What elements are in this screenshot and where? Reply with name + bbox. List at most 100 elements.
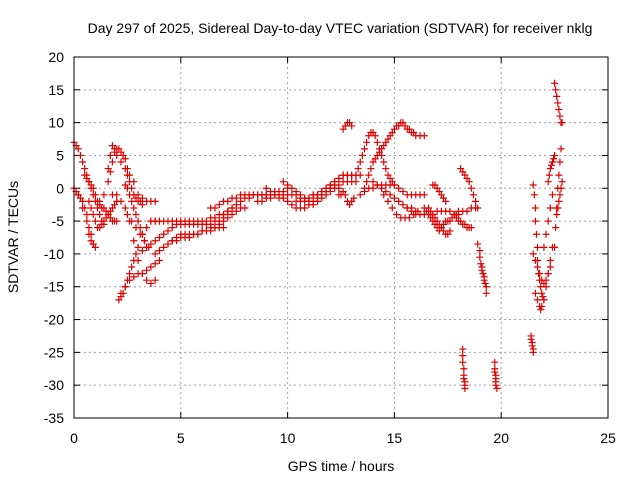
data-point	[420, 191, 428, 199]
data-point	[529, 250, 537, 258]
data-point	[371, 132, 379, 140]
data-point	[545, 171, 553, 179]
data-point	[215, 220, 223, 228]
data-point	[369, 184, 377, 192]
data-point	[168, 224, 176, 232]
data-point	[74, 145, 82, 153]
data-point	[111, 145, 119, 153]
data-point	[121, 165, 129, 173]
data-point	[548, 158, 556, 166]
data-point	[467, 184, 475, 192]
data-point	[126, 270, 134, 278]
data-point	[130, 204, 138, 212]
data-point	[540, 296, 548, 304]
data-point	[160, 230, 168, 238]
data-point	[478, 266, 486, 274]
data-point	[476, 247, 484, 255]
data-point	[83, 217, 91, 225]
data-point	[130, 273, 138, 281]
series-track-o	[134, 191, 159, 205]
data-point	[341, 191, 349, 199]
data-point	[463, 207, 471, 215]
data-point	[155, 247, 163, 255]
series-track-y	[326, 178, 360, 192]
data-point	[106, 151, 114, 159]
data-point	[390, 181, 398, 189]
data-point	[360, 145, 368, 153]
data-point	[529, 181, 537, 189]
data-point	[382, 165, 390, 173]
y-tick-label: -10	[44, 246, 64, 262]
data-point	[305, 194, 313, 202]
data-point	[147, 279, 155, 287]
data-point	[554, 99, 562, 107]
data-point	[151, 276, 159, 284]
data-point	[117, 197, 125, 205]
data-point	[542, 230, 550, 238]
data-point	[130, 256, 138, 264]
data-point	[138, 270, 146, 278]
data-point	[121, 283, 129, 291]
data-point	[132, 211, 140, 219]
series-track-aj	[429, 181, 450, 205]
data-point	[267, 194, 275, 202]
data-point	[147, 240, 155, 248]
y-tick-label: 0	[56, 180, 64, 196]
data-point	[155, 234, 163, 241]
data-point	[544, 178, 552, 186]
data-point	[220, 224, 228, 232]
data-point	[442, 197, 450, 205]
data-point	[393, 211, 401, 219]
data-point	[164, 240, 172, 248]
y-tick-label: -25	[44, 344, 64, 360]
data-point	[138, 247, 146, 255]
series-track-c	[74, 191, 97, 248]
plot-frame	[73, 56, 609, 419]
data-point	[151, 250, 159, 258]
series-track-ar	[529, 250, 554, 287]
data-point	[380, 158, 388, 166]
series-track-au	[544, 151, 559, 186]
data-point	[151, 197, 159, 205]
data-point	[472, 197, 480, 205]
data-point	[314, 191, 322, 199]
data-point	[211, 224, 219, 232]
data-point	[258, 197, 266, 205]
data-point	[301, 204, 309, 212]
data-point	[552, 86, 560, 94]
data-point	[548, 191, 556, 199]
y-tick-label: 10	[48, 115, 64, 131]
data-point	[288, 184, 296, 192]
data-point	[76, 151, 84, 159]
data-point	[534, 243, 542, 251]
grid-lines	[74, 57, 608, 418]
data-point	[395, 197, 403, 205]
data-point	[556, 191, 564, 199]
data-point	[531, 289, 539, 297]
series-track-ap	[527, 332, 537, 356]
data-point	[474, 204, 482, 212]
data-point	[553, 211, 561, 219]
series-track-aa	[339, 119, 356, 133]
data-point	[352, 178, 360, 186]
data-point	[305, 201, 313, 209]
data-point	[237, 197, 245, 205]
data-point	[318, 188, 326, 196]
data-point	[123, 211, 131, 219]
data-point	[369, 178, 377, 186]
data-point	[117, 158, 125, 166]
data-point	[550, 155, 558, 163]
series-track-r	[168, 204, 249, 245]
data-point	[134, 217, 142, 225]
data-point	[288, 201, 296, 209]
data-point	[388, 204, 396, 212]
data-point	[461, 384, 469, 392]
x-tick-label: 25	[600, 430, 616, 446]
data-point	[228, 204, 236, 212]
data-point	[492, 381, 500, 389]
data-point	[128, 197, 136, 205]
data-point	[360, 188, 368, 196]
data-point	[228, 211, 236, 219]
data-point	[399, 188, 407, 196]
